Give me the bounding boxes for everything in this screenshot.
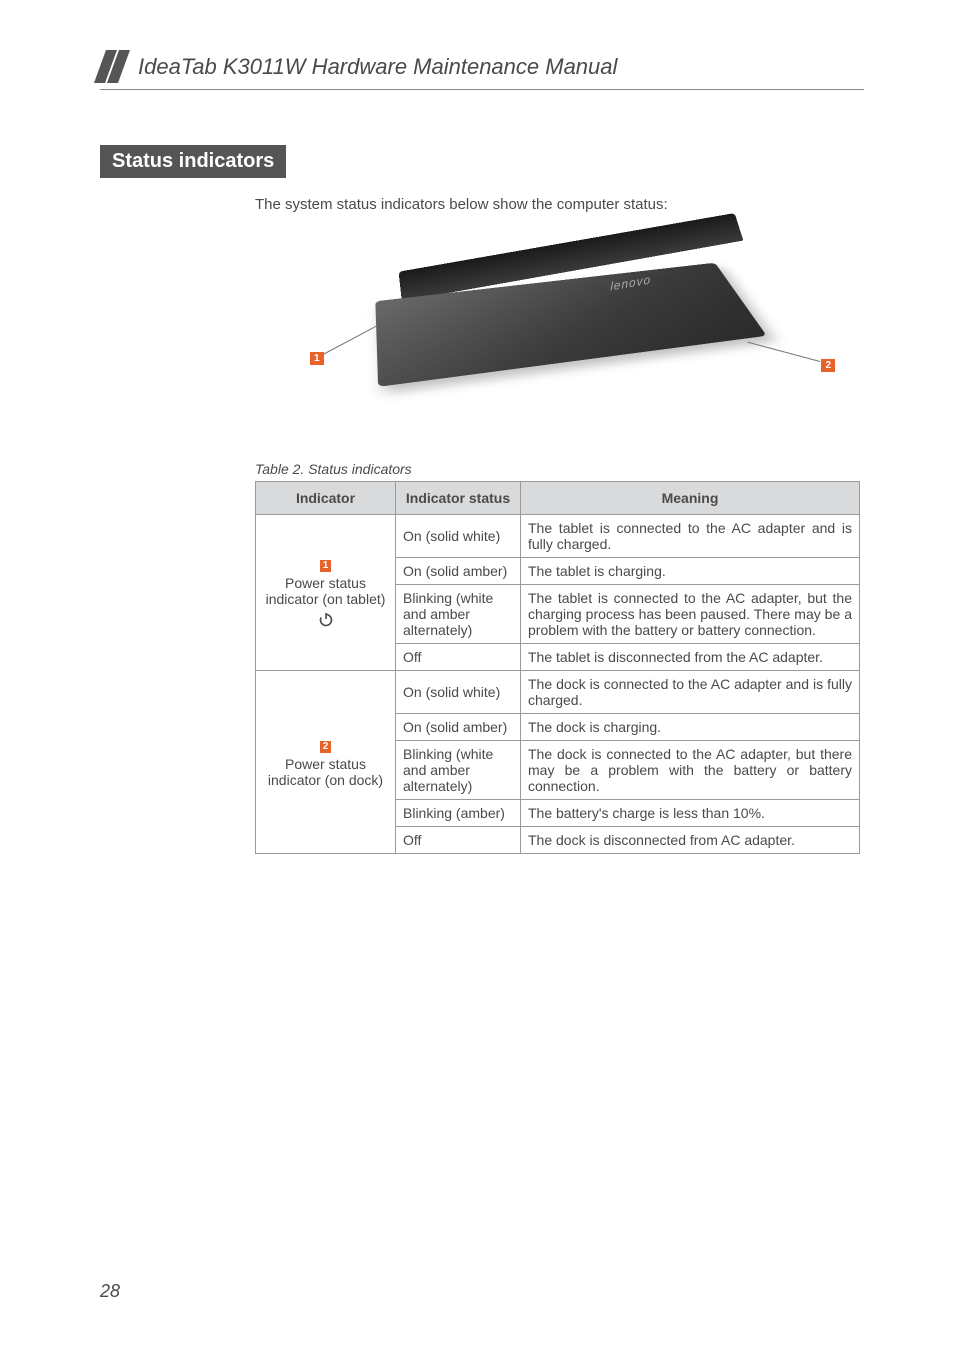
indicator-label: indicator (on dock) [268,772,383,788]
meaning-cell: The tablet is connected to the AC adapte… [521,585,860,644]
status-cell: On (solid amber) [396,714,521,741]
meaning-cell: The dock is charging. [521,714,860,741]
table-row: 2 Power status indicator (on dock) On (s… [256,671,860,714]
page-header: IdeaTab K3011W Hardware Maintenance Manu… [100,50,864,83]
status-cell: On (solid white) [396,671,521,714]
table-row: 1 Power status indicator (on tablet) On … [256,515,860,558]
callout-badge: 1 [320,560,332,572]
header-divider [100,89,864,90]
laptop-illustration: lenovo [325,238,785,433]
meaning-cell: The battery's charge is less than 10%. [521,800,860,827]
callout-badge: 2 [320,741,332,753]
meaning-cell: The tablet is disconnected from the AC a… [521,644,860,671]
table-header-meaning: Meaning [521,482,860,515]
callout-marker-2: 2 [821,355,835,373]
status-cell: Off [396,644,521,671]
meaning-cell: The tablet is connected to the AC adapte… [521,515,860,558]
meaning-cell: The dock is connected to the AC adapter,… [521,741,860,800]
section-title: Status indicators [100,145,286,178]
status-indicators-table: Indicator Indicator status Meaning 1 Pow… [255,481,860,854]
status-cell: Blinking (white and amber alternately) [396,741,521,800]
section-title-container: Status indicators [100,145,864,178]
callout-marker-1: 1 [310,348,324,366]
indicator-label: indicator (on tablet) [266,591,386,607]
meaning-cell: The tablet is charging. [521,558,860,585]
indicator-cell-dock: 2 Power status indicator (on dock) [256,671,396,854]
product-figure: lenovo 1 2 [255,233,835,443]
status-cell: Off [396,827,521,854]
header-title: IdeaTab K3011W Hardware Maintenance Manu… [138,54,617,80]
status-cell: Blinking (white and amber alternately) [396,585,521,644]
page-number: 28 [100,1281,120,1302]
status-cell: On (solid white) [396,515,521,558]
meaning-cell: The dock is connected to the AC adapter … [521,671,860,714]
indicator-label: Power status [285,756,366,772]
indicator-cell-tablet: 1 Power status indicator (on tablet) [256,515,396,671]
power-icon [318,611,334,627]
intro-text: The system status indicators below show … [255,196,864,213]
status-cell: Blinking (amber) [396,800,521,827]
callout-number: 2 [821,359,835,372]
callout-number: 1 [310,352,324,365]
logo-icon [100,50,126,83]
indicator-label: Power status [285,575,366,591]
table-header-row: Indicator Indicator status Meaning [256,482,860,515]
status-cell: On (solid amber) [396,558,521,585]
meaning-cell: The dock is disconnected from AC adapter… [521,827,860,854]
table-header-status: Indicator status [396,482,521,515]
table-header-indicator: Indicator [256,482,396,515]
table-caption: Table 2. Status indicators [255,461,864,477]
